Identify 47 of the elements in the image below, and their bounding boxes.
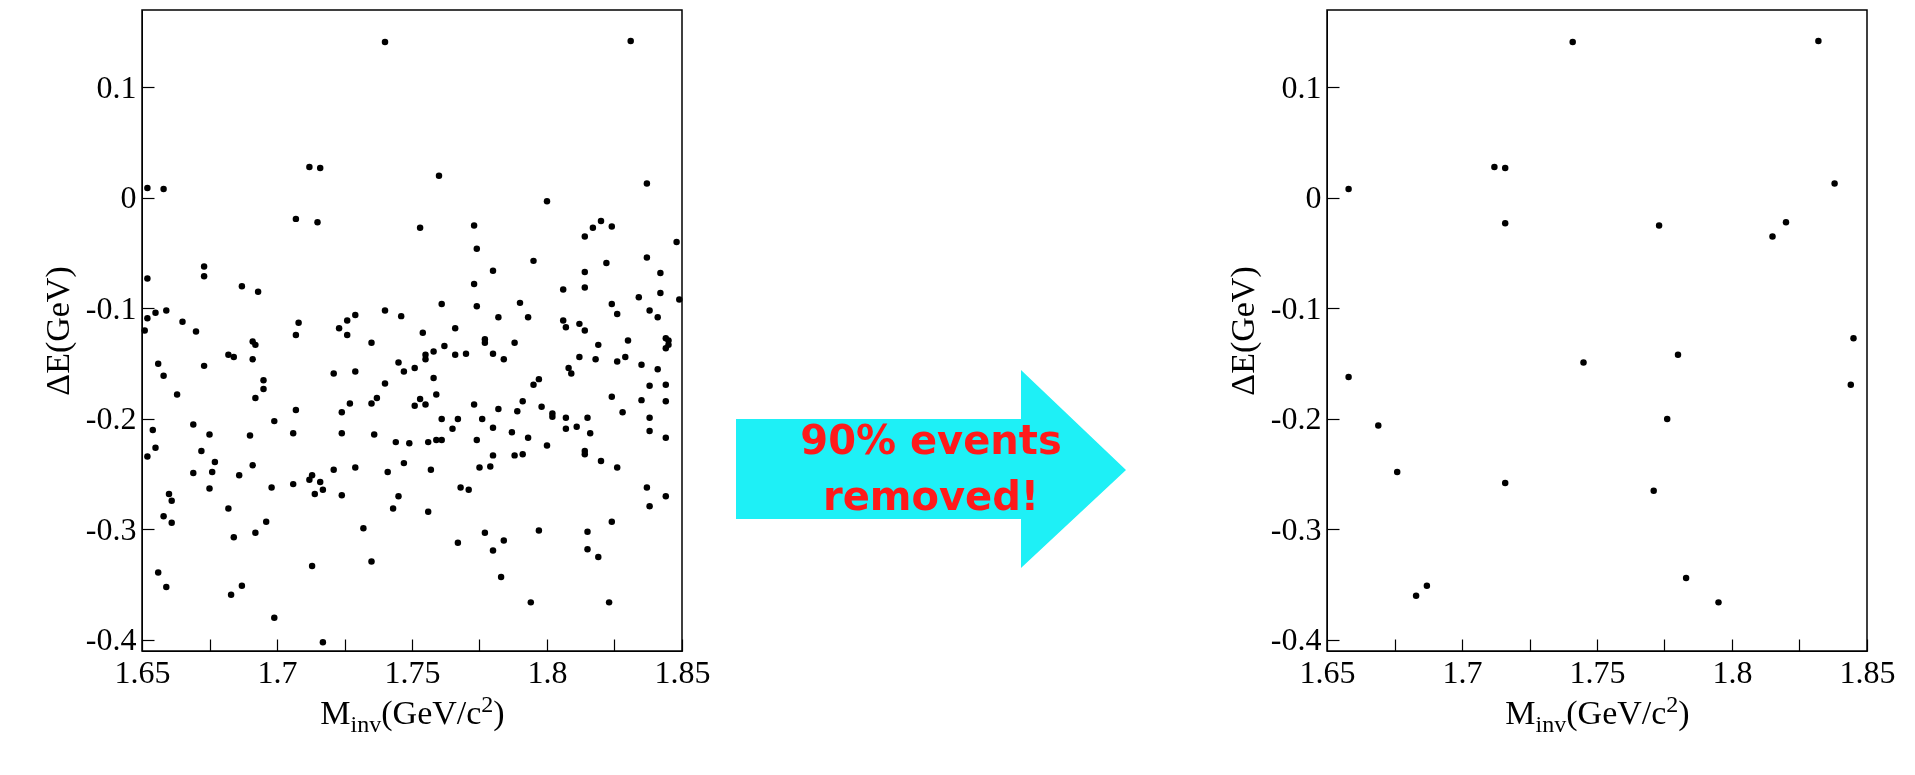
point [1674,351,1682,359]
point [1501,164,1509,172]
point [1815,37,1822,45]
x-tick-label: 1.85 [1839,653,1896,690]
point [1501,479,1509,487]
y-tick-label: 0.1 [96,68,137,105]
point [1715,599,1722,606]
point [1393,468,1401,476]
point [1423,582,1431,590]
y-axis-title: ΔE(GeV) [38,266,77,396]
point [1663,415,1671,423]
x-tick-label: 1.8 [1712,653,1753,690]
y-tick-label: -0.3 [85,510,137,547]
point [1682,574,1690,582]
x-tick-label: 1.8 [527,653,568,690]
point [1831,180,1838,187]
point [1569,38,1576,46]
y-tick-label: -0.3 [1270,510,1322,547]
y-axis-title: ΔE(GeV) [1223,266,1262,396]
point [1650,487,1657,494]
point [1655,222,1663,229]
x-axis-title: M$_{inv}$(GeV/c$^{2}$) [1505,690,1690,737]
y-tick-label: 0 [1305,179,1322,216]
x-axis-title: M$_{inv}$(GeV/c$^{2}$) [320,690,505,737]
point [1769,233,1776,240]
y-tick-label: -0.1 [1270,289,1322,326]
point [1847,381,1855,388]
point [1412,592,1420,599]
y-tick-label: 0 [120,179,137,216]
y-tick-label: -0.1 [85,289,137,326]
y-tick-label: -0.2 [1270,400,1322,437]
x-tick-label: 1.85 [654,653,711,690]
point [1850,335,1857,342]
x-tick-label: 1.7 [257,653,298,690]
text: 90% events removed! [799,416,1063,521]
point [1375,422,1382,429]
y-tick-label: 0.1 [1281,68,1322,105]
point [1782,218,1790,226]
x-tick-label: 1.75 [384,653,441,690]
point [1491,163,1498,171]
x-tick-label: 1.7 [1442,653,1483,690]
x-tick-label: 1.75 [1569,653,1626,690]
point [1501,220,1509,227]
point [1345,373,1352,381]
point [1580,359,1587,366]
y-tick-label: -0.2 [85,400,137,437]
point [1345,185,1352,193]
